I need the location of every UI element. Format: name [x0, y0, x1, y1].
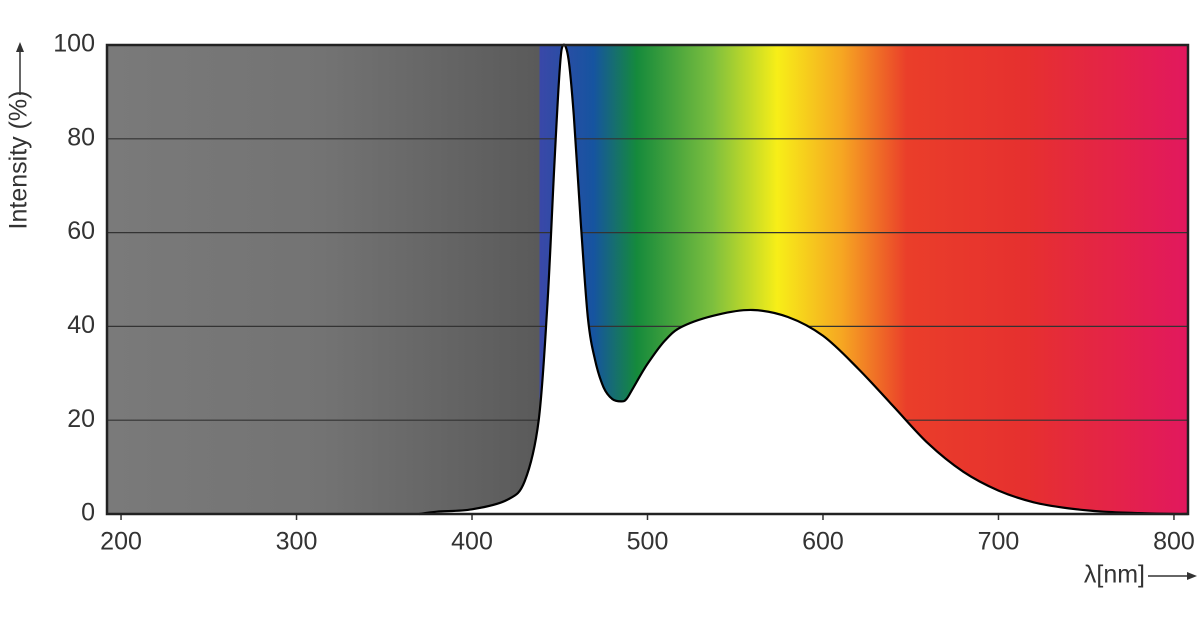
spectrum-line	[419, 43, 1189, 516]
y-tick-label: 40	[67, 311, 95, 339]
y-tick-label: 20	[67, 405, 95, 433]
x-axis-arrowhead	[1187, 572, 1197, 580]
spectrum-area	[419, 44, 1188, 515]
y-tick-label: 100	[53, 30, 95, 58]
y-tick-label: 0	[81, 499, 95, 527]
x-axis-label: λ[nm]	[1084, 561, 1145, 589]
y-tick-label: 80	[67, 123, 95, 151]
x-tick-label: 800	[1153, 528, 1195, 556]
y-tick-label: 60	[67, 217, 95, 245]
plot-frame	[105, 43, 1190, 516]
x-tick-label: 200	[100, 528, 142, 556]
plot-area	[105, 43, 1190, 520]
y-axis-label: Intensity (%)	[5, 91, 33, 230]
x-tick-label: 500	[627, 528, 669, 556]
x-tick-label: 300	[276, 528, 318, 556]
y-axis-arrowhead	[16, 42, 24, 52]
x-tick-label: 600	[802, 528, 844, 556]
x-tick-label: 700	[978, 528, 1020, 556]
x-tick-label: 400	[451, 528, 493, 556]
